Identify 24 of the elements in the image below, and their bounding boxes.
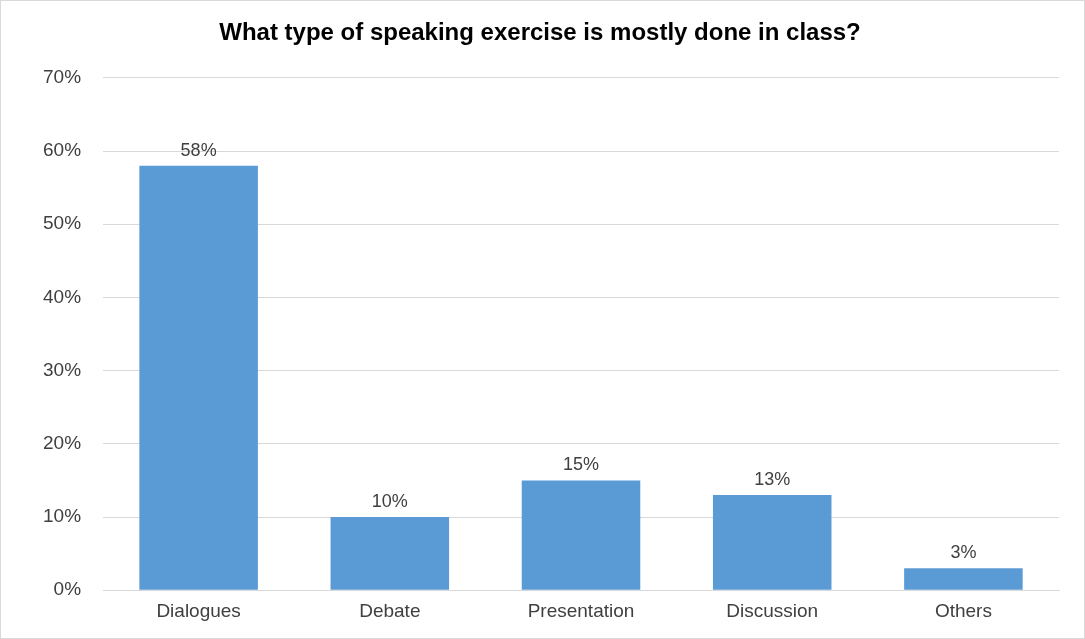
y-tick-label: 60% (43, 139, 82, 161)
bar (904, 568, 1023, 590)
y-tick-label: 30% (43, 358, 82, 380)
data-label: 58% (180, 139, 217, 160)
x-tick-label: Debate (359, 599, 421, 621)
data-label: 15% (563, 454, 600, 475)
y-tick-label: 0% (53, 578, 82, 600)
x-tick-label: Discussion (726, 599, 819, 621)
data-label: 3% (950, 542, 977, 563)
bar (521, 480, 641, 590)
bar (139, 165, 258, 590)
x-tick-label: Presentation (527, 599, 635, 621)
bar (330, 517, 450, 590)
y-tick-label: 40% (43, 285, 82, 307)
y-tick-label: 10% (43, 505, 82, 527)
x-tick-label: Others (934, 599, 992, 621)
y-tick-label: 50% (43, 212, 82, 234)
data-label: 10% (371, 490, 408, 511)
y-tick-label: 20% (43, 432, 82, 454)
data-label: 13% (754, 469, 791, 490)
x-tick-label: Dialogues (156, 599, 241, 621)
bar (712, 495, 832, 590)
chart-title: What type of speaking exercise is mostly done in class? (219, 18, 861, 46)
y-tick-label: 70% (43, 66, 82, 88)
